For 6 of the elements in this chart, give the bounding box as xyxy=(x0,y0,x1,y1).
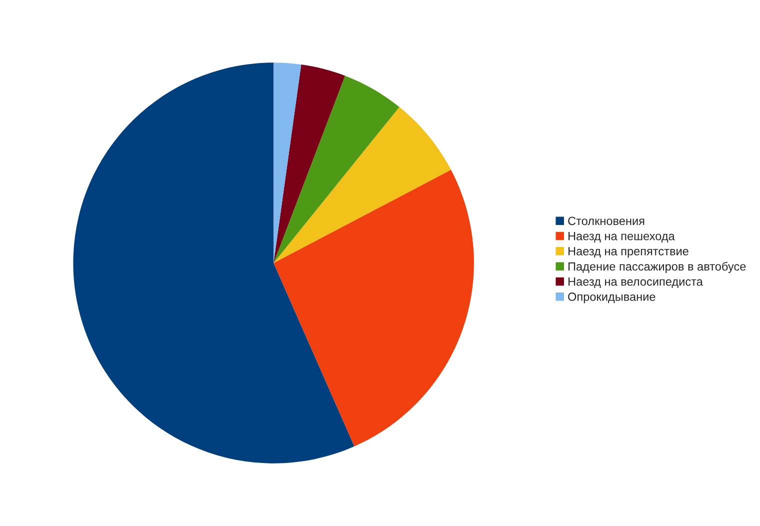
legend-label: Наезд на пешехода xyxy=(568,232,675,242)
legend-label: Опрокидывание xyxy=(568,292,656,304)
legend-label: Наезд на препятствие xyxy=(568,247,688,258)
legend-label: Столкновения xyxy=(568,216,644,226)
legend-label: Наезд на велосипедиста xyxy=(568,278,703,288)
legend-label: Падение пассажиров в автобусе xyxy=(568,262,746,273)
